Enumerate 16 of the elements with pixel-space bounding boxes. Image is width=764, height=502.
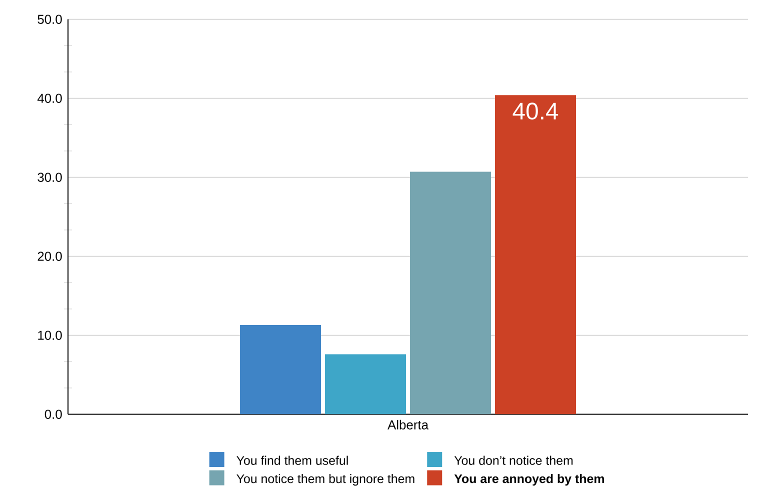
bar (240, 325, 322, 414)
y-tick-label: 20.0 (38, 252, 62, 261)
y-tick-label: 50.0 (38, 14, 62, 24)
bar (410, 172, 492, 414)
y-tick-label: 10.0 (38, 330, 62, 340)
y-tick-label: 0.0 (44, 410, 62, 419)
legend-label: You notice them but ignore them (236, 474, 414, 486)
bar (325, 354, 406, 414)
x-tick-label: Alberta (388, 420, 429, 430)
legend-label: You are annoyed by them (454, 474, 604, 486)
bar (495, 95, 576, 414)
legend-label: You don’t notice them (454, 456, 573, 465)
y-tick-label: 40.0 (37, 94, 62, 103)
legend-label: You find them useful (236, 456, 348, 465)
data-label: 40.4 (512, 102, 558, 120)
y-tick-label: 30.0 (38, 172, 62, 182)
